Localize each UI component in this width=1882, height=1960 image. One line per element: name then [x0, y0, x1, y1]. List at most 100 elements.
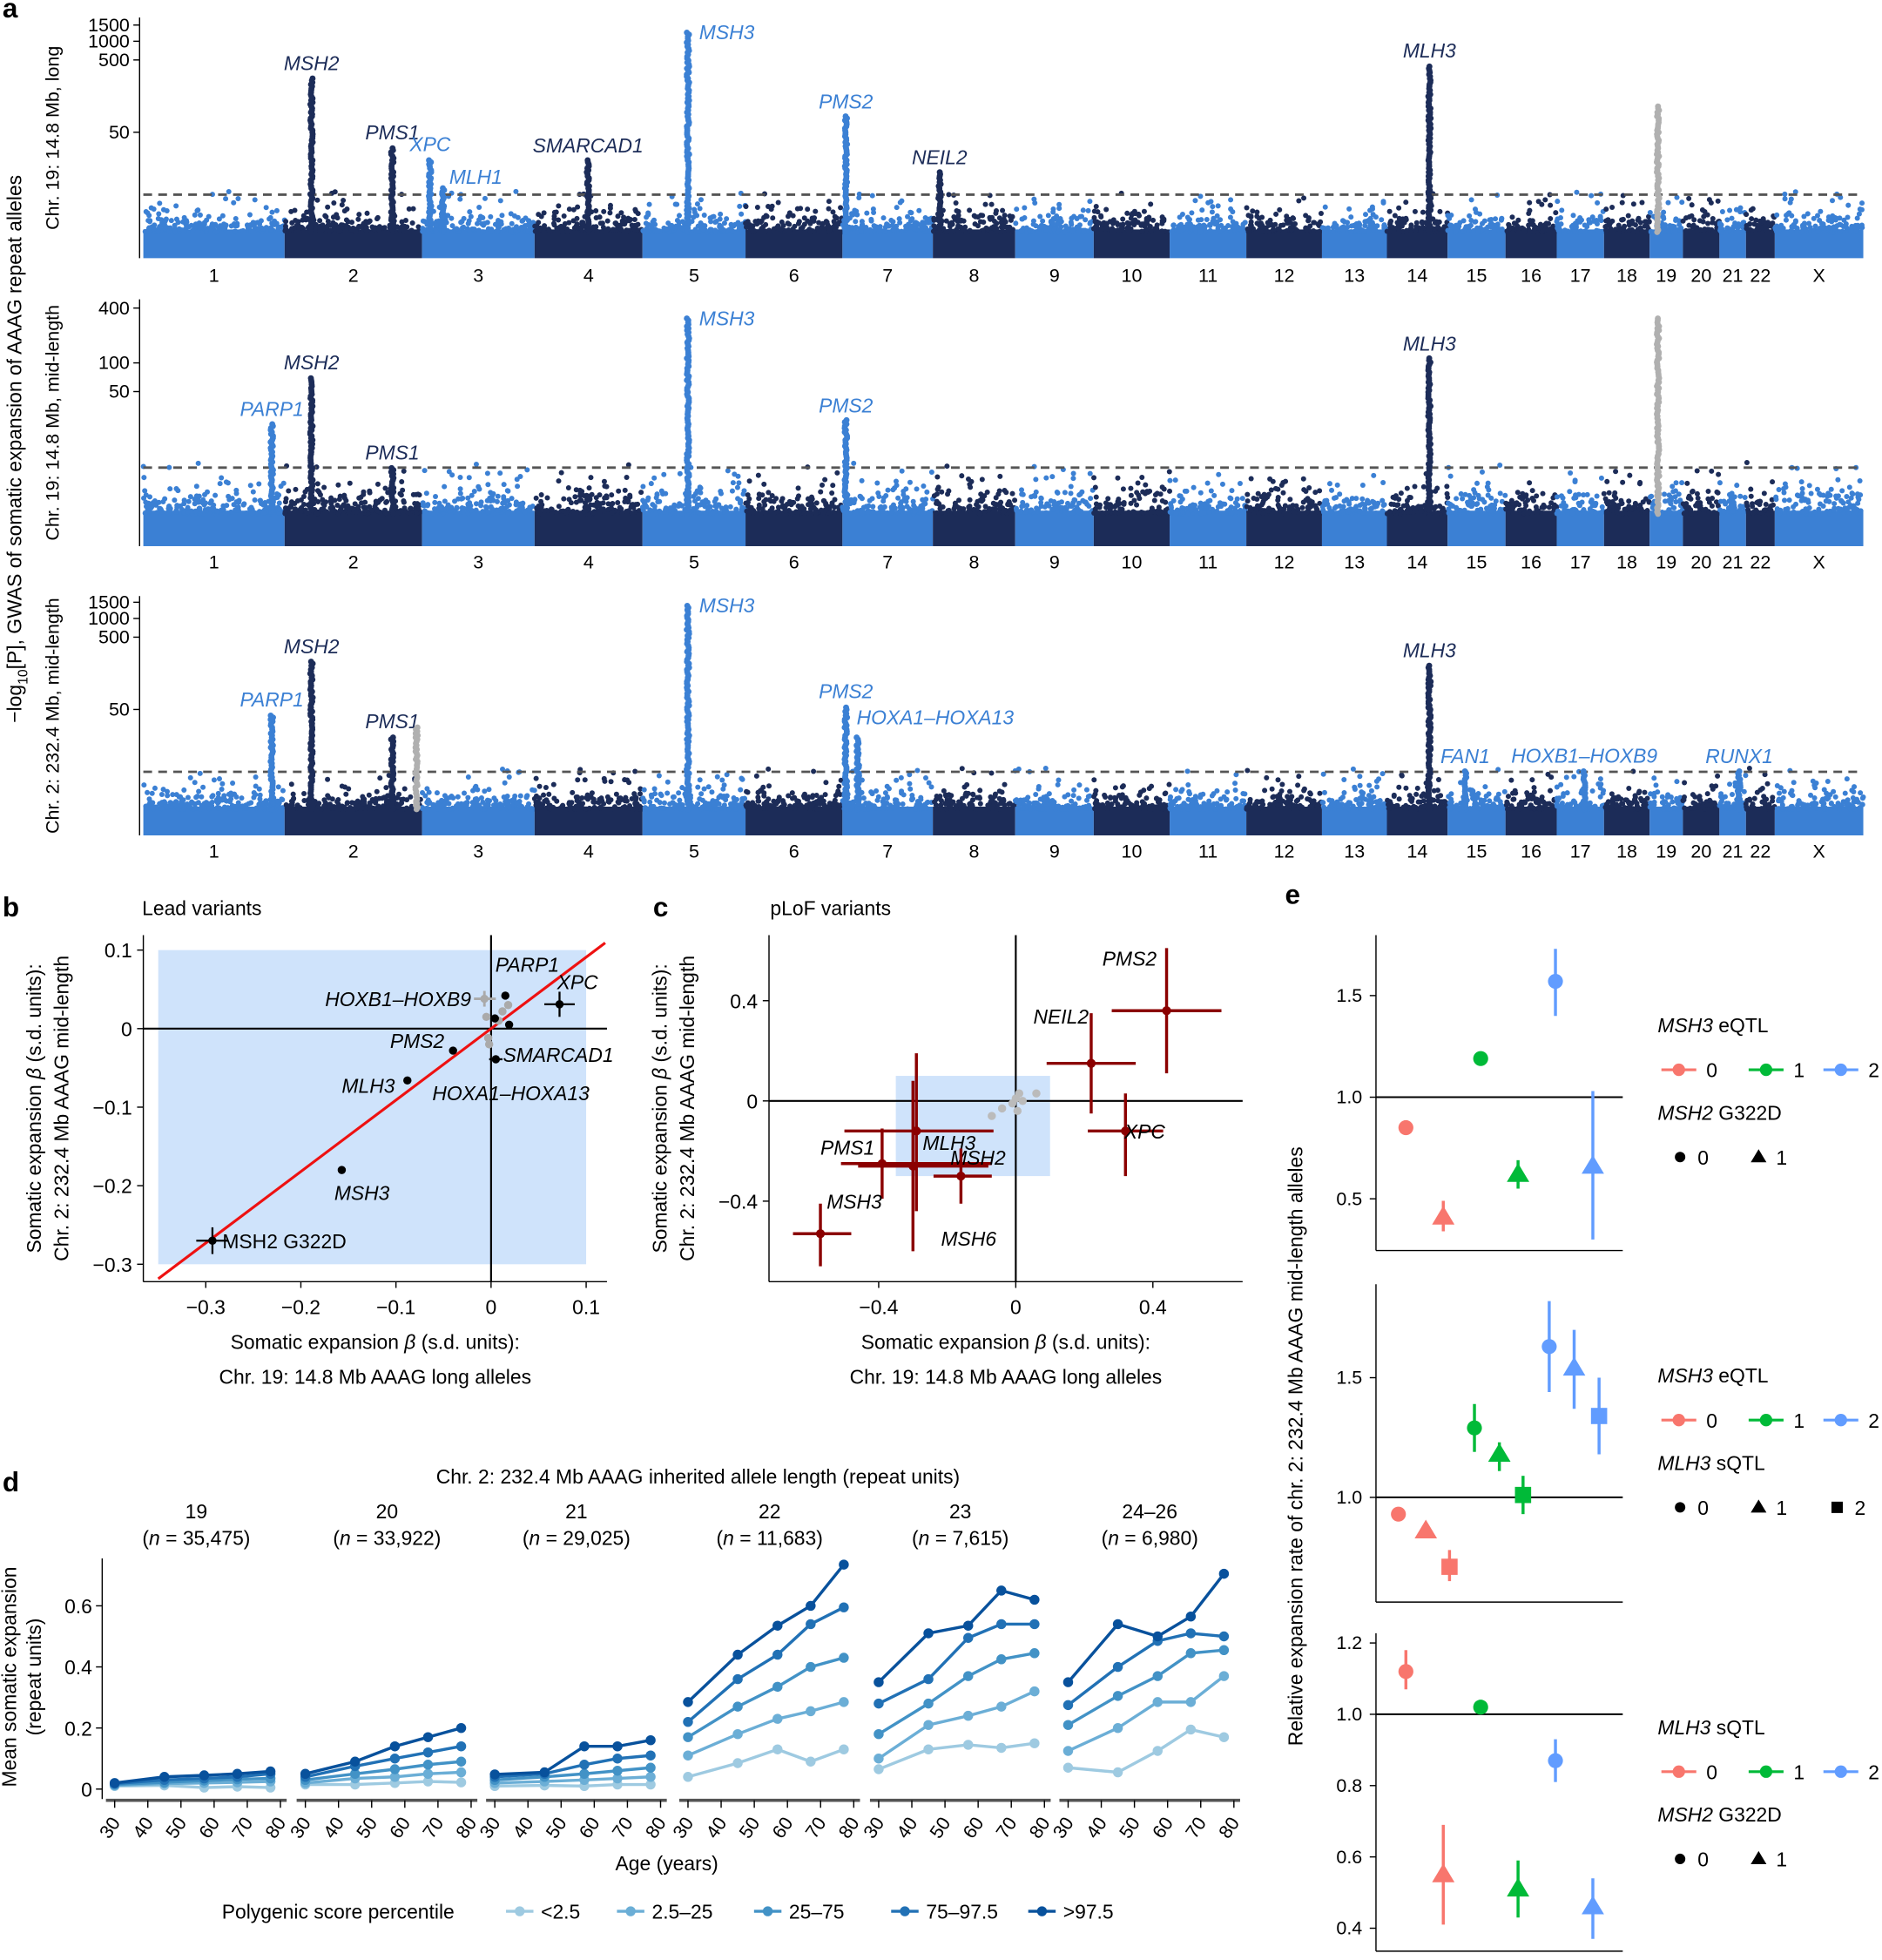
snp-point [934, 500, 940, 506]
snp-point [1273, 211, 1279, 217]
chromosome-21-band [1719, 229, 1746, 259]
snp-point [556, 504, 562, 510]
snp-point [1101, 221, 1107, 227]
snp-point [1620, 479, 1626, 485]
snp-point [1665, 199, 1671, 206]
snp-point [1069, 228, 1076, 234]
snp-point [617, 504, 623, 510]
snp-point [1184, 488, 1190, 494]
snp-point [959, 473, 965, 479]
snp-point [1220, 226, 1227, 232]
snp-point [1672, 228, 1678, 234]
snp-point [1491, 227, 1497, 233]
snp-point [1709, 468, 1715, 474]
snp-point [201, 220, 207, 226]
snp-point [401, 468, 407, 474]
snp-point [1017, 509, 1023, 515]
snp-point [743, 204, 749, 210]
snp-point [1573, 495, 1579, 501]
snp-point [1359, 501, 1366, 507]
snp-point [1734, 224, 1740, 230]
snp-point [783, 509, 789, 515]
snp-point [1806, 220, 1812, 226]
snp-point [1390, 494, 1396, 500]
snp-point [291, 509, 297, 515]
snp-point [1388, 501, 1394, 507]
panel-label-a: a [3, 0, 18, 24]
snp-point [1639, 199, 1645, 206]
chromosome-label: 16 [1521, 266, 1541, 287]
snp-point [1192, 507, 1198, 513]
snp-point [1170, 497, 1177, 504]
snp-point [931, 493, 937, 499]
snp-point [1368, 225, 1374, 231]
snp-point [1694, 490, 1700, 497]
snp-point [1616, 226, 1622, 233]
snp-point [1622, 506, 1628, 512]
snp-point [1812, 223, 1818, 229]
snp-point [876, 494, 882, 500]
snp-point [1363, 212, 1369, 218]
snp-point [1801, 220, 1807, 226]
snp-point [1206, 509, 1212, 515]
snp-point [1831, 501, 1838, 507]
snp-point [1311, 220, 1317, 226]
snp-point [1248, 476, 1254, 482]
snp-point [167, 486, 173, 492]
snp-point [257, 497, 263, 504]
snp-point [993, 210, 999, 216]
snp-point [724, 216, 730, 222]
snp-point [1204, 480, 1211, 486]
snp-point [534, 225, 540, 231]
snp-point [920, 497, 926, 503]
snp-point [300, 213, 307, 219]
snp-point [1049, 474, 1056, 480]
snp-point [630, 502, 636, 508]
snp-point [1397, 507, 1403, 513]
snp-point [325, 204, 331, 210]
snp-point [288, 499, 294, 505]
snp-point [877, 504, 883, 510]
snp-point [480, 229, 486, 235]
snp-point [981, 493, 988, 499]
snp-point [565, 484, 571, 490]
snp-point [1710, 215, 1716, 221]
snp-point [805, 496, 811, 502]
snp-point [946, 488, 952, 494]
snp-point [1808, 490, 1814, 497]
snp-point [889, 506, 895, 512]
snp-point [533, 495, 539, 501]
snp-point [429, 510, 435, 517]
snp-point [376, 224, 382, 230]
snp-point [1539, 229, 1545, 235]
snp-point [1325, 225, 1332, 231]
snp-point [454, 504, 460, 510]
snp-point [1234, 509, 1240, 515]
manhattan-ylabel: Chr. 19: 14.8 Mb, long [42, 46, 63, 230]
snp-point [256, 481, 262, 487]
chromosome-label: 13 [1344, 552, 1365, 573]
snp-point [779, 496, 786, 502]
peak-point [936, 169, 943, 176]
snp-point [1077, 491, 1083, 497]
snp-point [214, 508, 220, 514]
snp-point [162, 496, 168, 502]
snp-point [729, 224, 735, 230]
snp-point [1437, 208, 1443, 214]
snp-point [1762, 223, 1768, 229]
snp-point [1858, 222, 1865, 228]
snp-point [1248, 507, 1254, 513]
snp-point [1014, 206, 1020, 213]
snp-point [1555, 510, 1562, 516]
snp-point [235, 195, 241, 201]
snp-point [1003, 490, 1009, 496]
snp-point [1554, 494, 1560, 500]
snp-point [399, 478, 405, 485]
snp-point [1665, 228, 1671, 234]
snp-point [1120, 486, 1126, 492]
snp-point [598, 229, 604, 235]
chromosome-label: 10 [1122, 552, 1143, 573]
snp-point [166, 504, 172, 510]
snp-point [509, 220, 515, 226]
snp-point [1408, 225, 1414, 231]
